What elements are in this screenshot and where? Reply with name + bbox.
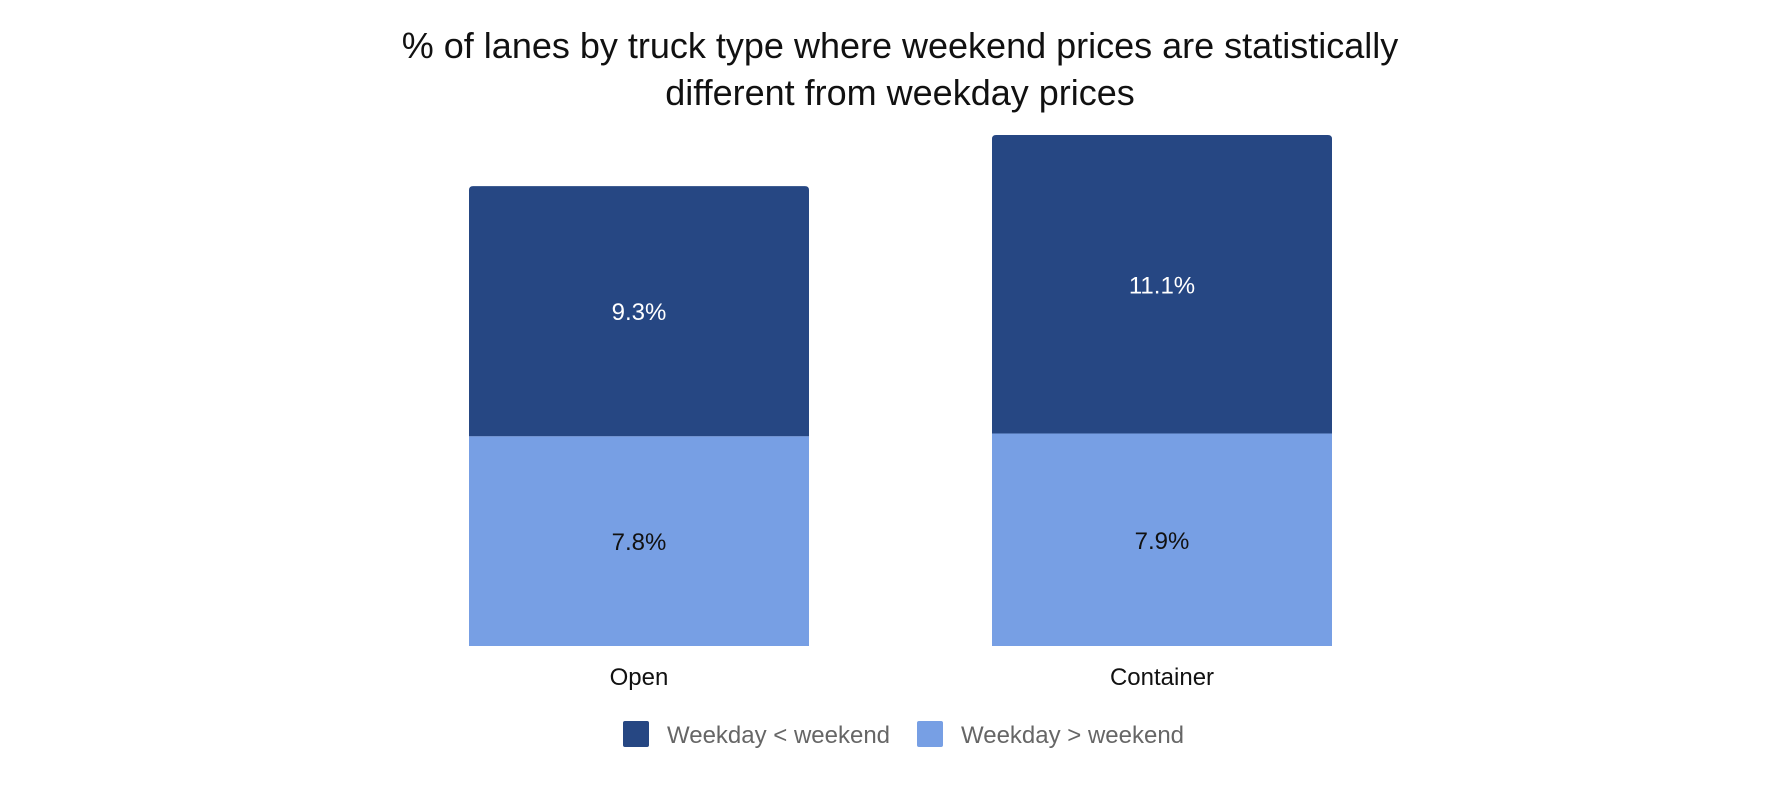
bar-value-label-open-series-1: 7.8% [612,529,667,556]
chart-title: % of lanes by truck type where weekend p… [402,25,1398,113]
legend-label-1: Weekday < weekend [667,722,890,749]
chart-title-line-1: % of lanes by truck type where weekend p… [402,25,1398,66]
bar-value-label-open-series-2: 9.3% [612,299,667,326]
x-tick-label-container: Container [1110,664,1214,691]
bar-value-label-container-series-1: 7.9% [1135,528,1190,555]
chart-title-line-2: different from weekday prices [665,72,1135,113]
bar-open-series-2 [469,186,809,437]
legend-swatch-1 [623,721,649,747]
bars [469,135,1332,646]
bar-open-series-1 [469,436,809,646]
legend-label-2: Weekday > weekend [961,722,1184,749]
legend: Weekday < weekend Weekday > weekend [623,721,1184,749]
bar-value-labels: 7.8% 9.3% 7.9% 11.1% [612,272,1195,556]
legend-swatch-2 [917,721,943,747]
bar-container-series-2 [992,135,1332,434]
x-tick-label-open: Open [610,664,669,691]
bar-value-label-container-series-2: 11.1% [1129,272,1195,299]
x-axis-tick-labels: Open Container [610,664,1214,691]
bar-container-series-1 [992,433,1332,646]
